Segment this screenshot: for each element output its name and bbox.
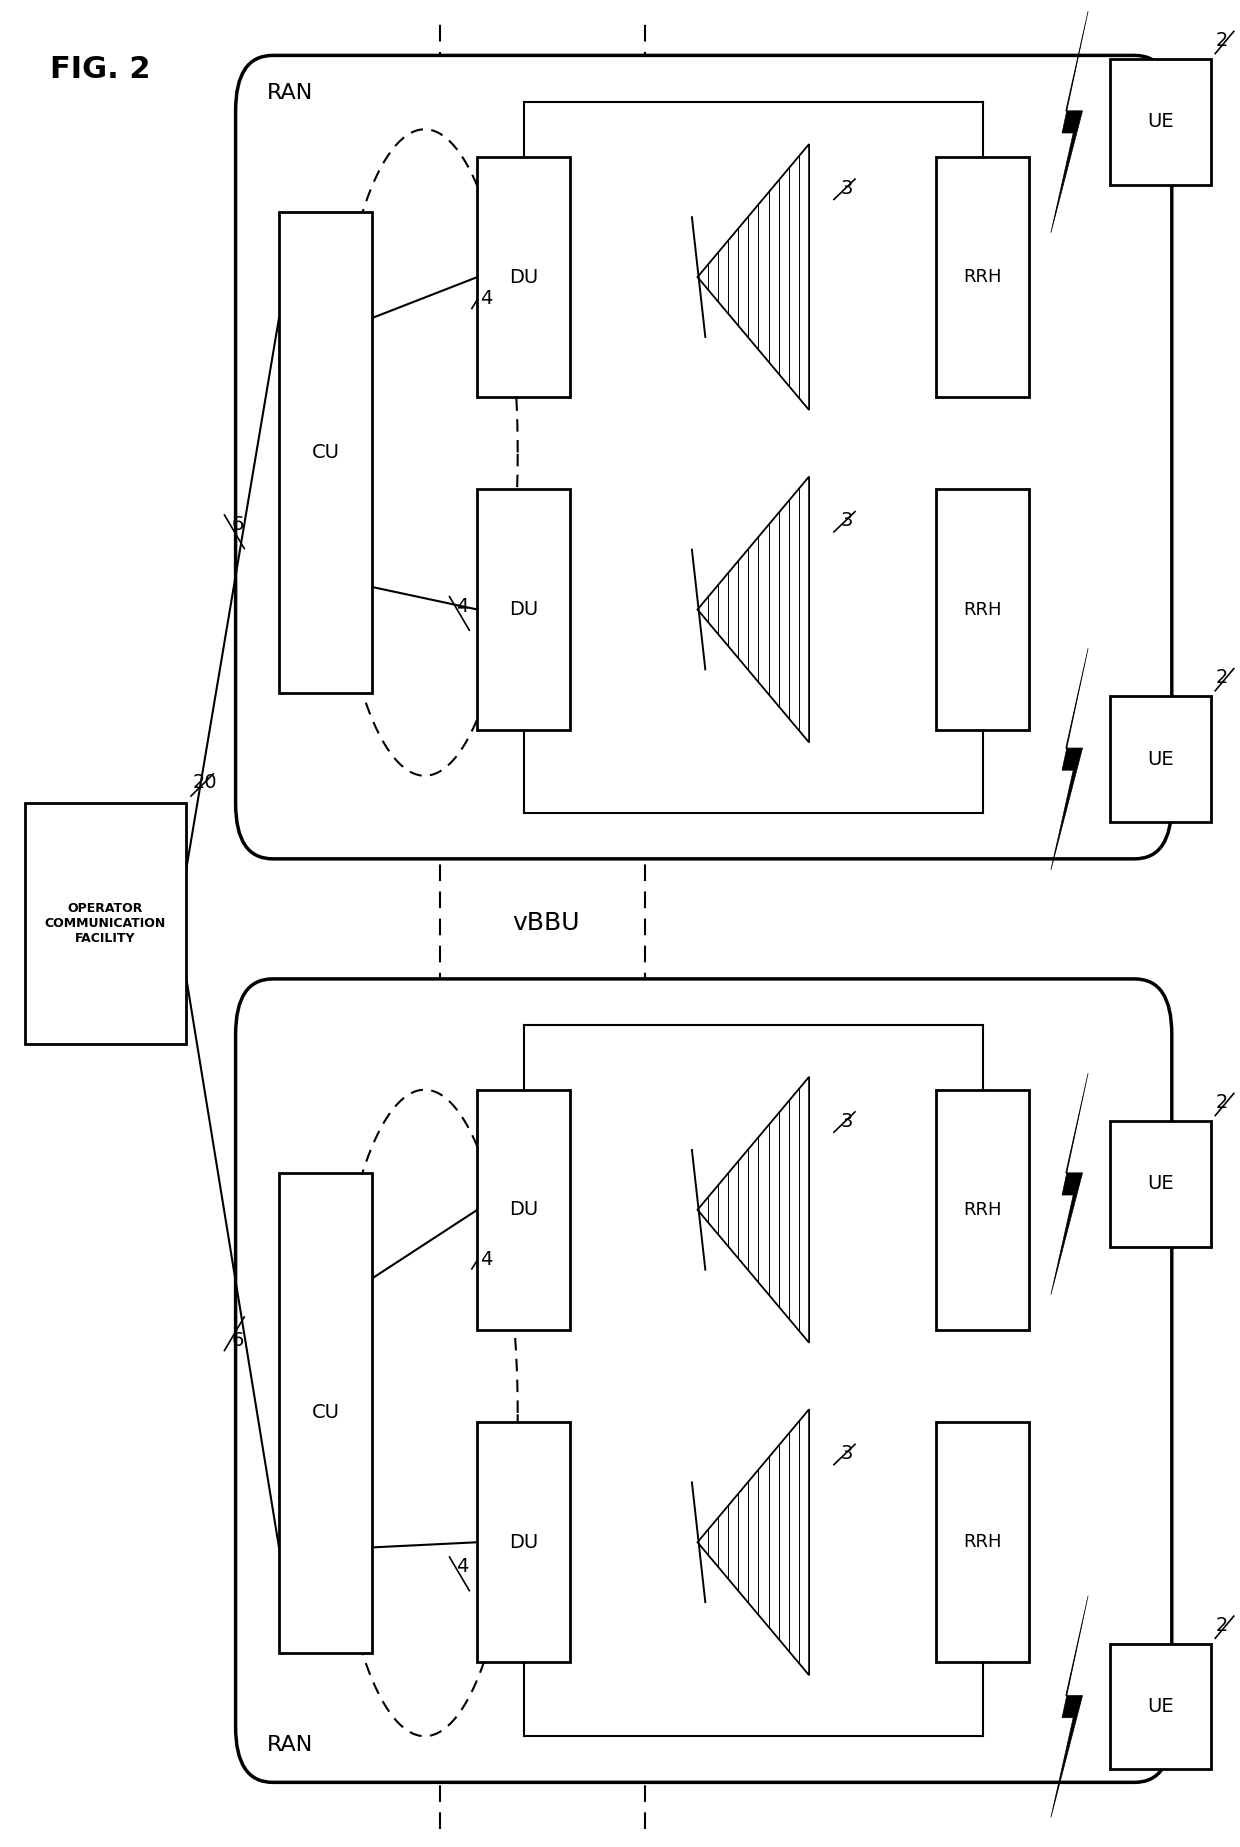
Text: UE: UE xyxy=(1147,113,1174,131)
Text: OPERATOR
COMMUNICATION
FACILITY: OPERATOR COMMUNICATION FACILITY xyxy=(45,901,166,946)
Text: 4: 4 xyxy=(456,597,467,615)
Text: 6: 6 xyxy=(232,515,244,534)
Text: UE: UE xyxy=(1147,1697,1174,1716)
Text: DU: DU xyxy=(510,1201,538,1219)
Bar xyxy=(477,1422,570,1662)
Bar xyxy=(477,157,570,397)
Bar xyxy=(936,1090,1029,1330)
Text: vBBU: vBBU xyxy=(512,912,579,935)
Text: 3: 3 xyxy=(841,1112,852,1130)
Bar xyxy=(279,1173,372,1653)
Text: 4: 4 xyxy=(481,1250,492,1269)
Bar xyxy=(936,157,1029,397)
Bar xyxy=(477,1090,570,1330)
Bar xyxy=(936,489,1029,730)
Polygon shape xyxy=(1052,1596,1089,1817)
Polygon shape xyxy=(1052,1073,1089,1295)
Text: RRH: RRH xyxy=(963,1201,1002,1219)
Text: FIG. 2: FIG. 2 xyxy=(50,55,150,85)
Polygon shape xyxy=(1052,648,1089,870)
Text: 3: 3 xyxy=(841,179,852,198)
Text: RAN: RAN xyxy=(267,83,312,103)
Text: 20: 20 xyxy=(192,774,217,792)
Text: RRH: RRH xyxy=(963,268,1002,286)
Bar xyxy=(1110,1121,1211,1247)
Text: 2: 2 xyxy=(1215,1093,1228,1112)
Text: DU: DU xyxy=(510,268,538,286)
Bar xyxy=(1110,59,1211,185)
Bar xyxy=(279,212,372,693)
Text: CU: CU xyxy=(311,1404,340,1422)
Text: 2: 2 xyxy=(1215,1616,1228,1635)
Text: DU: DU xyxy=(510,1533,538,1551)
Text: 4: 4 xyxy=(481,290,492,308)
Bar xyxy=(936,1422,1029,1662)
Bar xyxy=(1110,1644,1211,1769)
Text: RRH: RRH xyxy=(963,600,1002,619)
Text: 2: 2 xyxy=(1215,669,1228,687)
Text: CU: CU xyxy=(311,443,340,462)
FancyBboxPatch shape xyxy=(236,979,1172,1782)
Text: 3: 3 xyxy=(841,1444,852,1463)
Text: RAN: RAN xyxy=(267,1734,312,1755)
Text: 4: 4 xyxy=(456,1557,467,1575)
Bar xyxy=(1110,696,1211,822)
Bar xyxy=(25,803,186,1044)
Text: DU: DU xyxy=(510,600,538,619)
FancyBboxPatch shape xyxy=(236,55,1172,859)
Polygon shape xyxy=(1052,11,1089,233)
Text: UE: UE xyxy=(1147,1175,1174,1193)
Text: UE: UE xyxy=(1147,750,1174,768)
Bar xyxy=(477,489,570,730)
Text: RRH: RRH xyxy=(963,1533,1002,1551)
Text: 6: 6 xyxy=(232,1332,244,1350)
Text: 3: 3 xyxy=(841,512,852,530)
Text: 2: 2 xyxy=(1215,31,1228,50)
